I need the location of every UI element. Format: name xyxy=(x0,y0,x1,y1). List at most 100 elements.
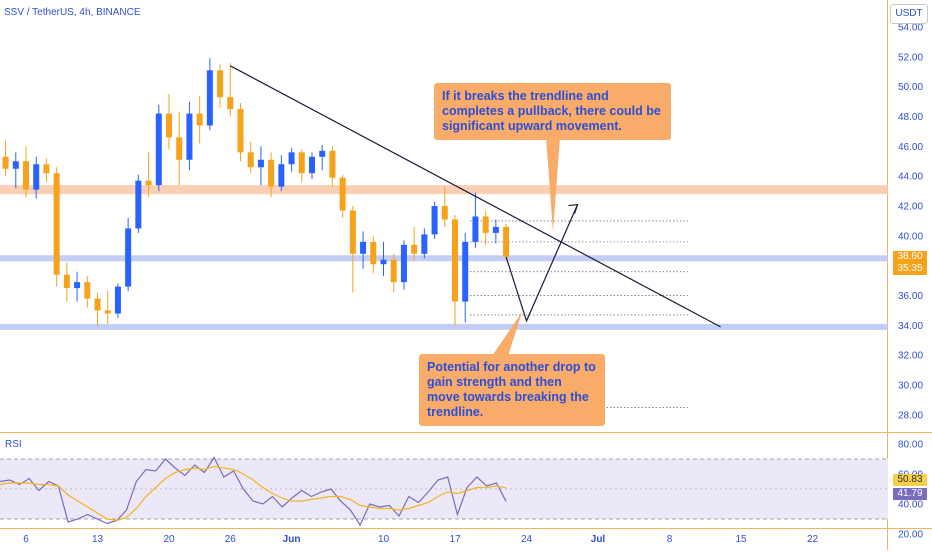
candle-body xyxy=(227,97,234,110)
time-tick-label: Jun xyxy=(283,534,301,545)
time-tick-label: 20 xyxy=(163,534,175,545)
candle-body xyxy=(278,164,285,187)
time-tick-label: 22 xyxy=(807,534,819,545)
annotation-drop-pointer xyxy=(492,312,522,356)
zone-support xyxy=(0,323,888,330)
price-tick-label: 32.00 xyxy=(898,351,923,362)
candle-body xyxy=(370,241,377,265)
candle-body xyxy=(186,113,193,160)
time-tick-label: 8 xyxy=(667,534,673,545)
candle-body xyxy=(94,298,101,311)
candle-body xyxy=(166,113,172,138)
price-tick-label: 48.00 xyxy=(898,112,923,123)
countdown-tag: 35:35 xyxy=(893,263,927,275)
price-tick-label: 44.00 xyxy=(898,172,923,183)
rsi-tick-label: 20.00 xyxy=(898,530,923,541)
time-tick-label: 15 xyxy=(735,534,747,545)
annotation-breakout-pointer xyxy=(546,137,560,232)
time-axis-ticks: 6 13 20 26 Jun 10 17 24 Jul 8 15 22 xyxy=(23,534,818,545)
candle-body xyxy=(33,164,40,190)
price-tick-label: 40.00 xyxy=(898,231,923,242)
time-tick-label: 10 xyxy=(378,534,390,545)
price-axis-background xyxy=(888,0,932,550)
price-tick-label: 28.00 xyxy=(898,410,923,421)
candle-body xyxy=(452,219,458,302)
time-tick-label: 26 xyxy=(225,534,237,545)
candle-body xyxy=(411,244,418,254)
candle-body xyxy=(268,159,275,187)
candle-body xyxy=(462,241,469,302)
candle-body xyxy=(503,226,510,257)
rsi-ma-line xyxy=(0,465,507,522)
rsi-ma-value-tag: 50.83 xyxy=(893,474,927,486)
candle-body xyxy=(145,180,152,186)
candle-body xyxy=(441,206,448,220)
price-tick-label: 46.00 xyxy=(898,142,923,153)
candle-body xyxy=(390,259,397,283)
price-tick-label: 30.00 xyxy=(898,381,923,392)
candle-body xyxy=(431,206,438,235)
candle-body xyxy=(492,226,499,233)
candle-body xyxy=(472,216,479,242)
time-tick-label: Jul xyxy=(591,534,606,545)
price-tick-label: 42.00 xyxy=(898,202,923,213)
last-price-tag: 38.60 xyxy=(893,251,927,263)
time-tick-label: 24 xyxy=(521,534,533,545)
projection-path xyxy=(505,204,579,323)
rsi-line xyxy=(0,456,507,527)
candle-body xyxy=(176,137,183,160)
annotation-breakout: If it breaks the trendline and completes… xyxy=(434,83,671,140)
candle-body xyxy=(482,216,489,233)
candle-body xyxy=(288,152,295,165)
candle-body xyxy=(421,234,428,254)
candle-body xyxy=(53,173,60,275)
candle-body xyxy=(63,274,70,289)
candle-body xyxy=(135,180,142,229)
candle-body xyxy=(257,159,264,168)
price-tick-label: 54.00 xyxy=(898,23,923,34)
time-tick-label: 13 xyxy=(92,534,104,545)
zone-mid-support xyxy=(0,255,888,262)
price-tick-label: 36.00 xyxy=(898,291,923,302)
price-tick-label: 34.00 xyxy=(898,321,923,332)
horizontal-zones xyxy=(0,185,888,330)
candle-body xyxy=(360,241,367,254)
candle-body xyxy=(298,152,305,174)
candle-body xyxy=(380,259,387,265)
projection-arrowhead xyxy=(568,203,579,214)
candle-body xyxy=(319,150,326,157)
annotation-drop: Potential for another drop to gain stren… xyxy=(419,354,605,426)
time-tick-label: 6 xyxy=(23,534,29,545)
candle-body xyxy=(23,161,29,190)
candle-body xyxy=(84,282,91,299)
candle-body xyxy=(2,156,9,169)
trendline xyxy=(230,65,721,328)
candle-body xyxy=(125,228,132,287)
rsi-pane xyxy=(0,456,888,527)
price-tick-label: 50.00 xyxy=(898,82,923,93)
candle-body xyxy=(114,286,121,314)
rsi-tick-label: 40.00 xyxy=(898,500,923,511)
currency-button[interactable]: USDT xyxy=(890,4,928,24)
candle-body xyxy=(43,164,50,174)
candle-body xyxy=(237,109,244,153)
drawing-lines xyxy=(230,65,721,356)
zone-resistance xyxy=(0,185,888,195)
candle-body xyxy=(329,150,336,178)
rsi-label: RSI xyxy=(5,439,22,450)
rsi-tick-label: 80.00 xyxy=(898,440,923,451)
candle-body xyxy=(217,70,224,98)
chart-symbol-header: SSV / TetherUS, 4h, BINANCE xyxy=(4,7,141,18)
candle-body xyxy=(196,113,203,126)
candlestick-series xyxy=(2,58,510,326)
candle-body xyxy=(155,113,162,186)
candle-body xyxy=(400,244,407,283)
candle-body xyxy=(12,161,19,169)
candle-body xyxy=(74,282,81,289)
candle-body xyxy=(349,210,356,254)
price-tick-label: 52.00 xyxy=(898,52,923,63)
candle-body xyxy=(309,156,315,174)
candle-body xyxy=(104,310,111,314)
